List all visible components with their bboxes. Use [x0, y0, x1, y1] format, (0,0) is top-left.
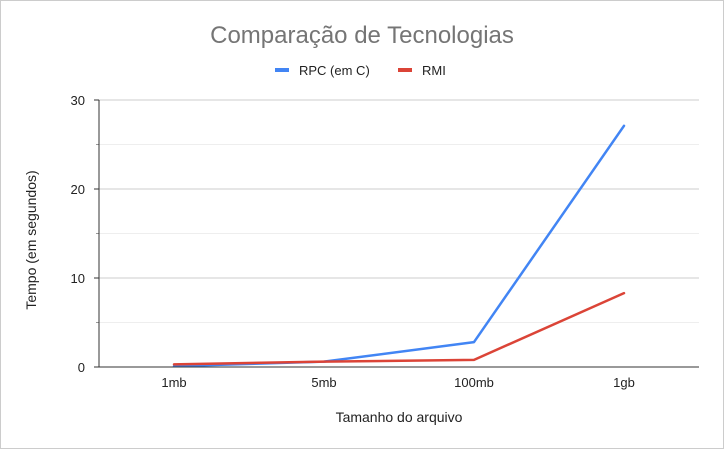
- y-tick-label: 0: [78, 360, 85, 375]
- chart-title: Comparação de Tecnologias: [210, 22, 514, 49]
- y-tick-label: 30: [71, 93, 85, 108]
- x-tick-label: 5mb: [311, 375, 336, 390]
- x-tick-label: 100mb: [454, 375, 494, 390]
- x-axis-label: Tamanho do arquivo: [336, 409, 463, 425]
- y-axis-ticks: 0 10 20 30: [71, 93, 99, 375]
- legend-label-rpc: RPC (em C): [299, 63, 370, 78]
- series-lines: [172, 124, 626, 368]
- x-axis-ticks: 1mb 5mb 100mb 1gb: [161, 375, 635, 390]
- y-axis-label: Tempo (em segundos): [23, 170, 39, 309]
- legend-label-rmi: RMI: [422, 63, 446, 78]
- legend: RPC (em C) RMI: [275, 63, 446, 78]
- x-tick-label: 1mb: [161, 375, 186, 390]
- series-line-rpc: [172, 124, 626, 368]
- series-line-rmi: [172, 291, 626, 366]
- gridlines: [99, 99, 699, 323]
- y-tick-label: 20: [71, 182, 85, 197]
- x-tick-label: 1gb: [613, 375, 635, 390]
- y-tick-label: 10: [71, 271, 85, 286]
